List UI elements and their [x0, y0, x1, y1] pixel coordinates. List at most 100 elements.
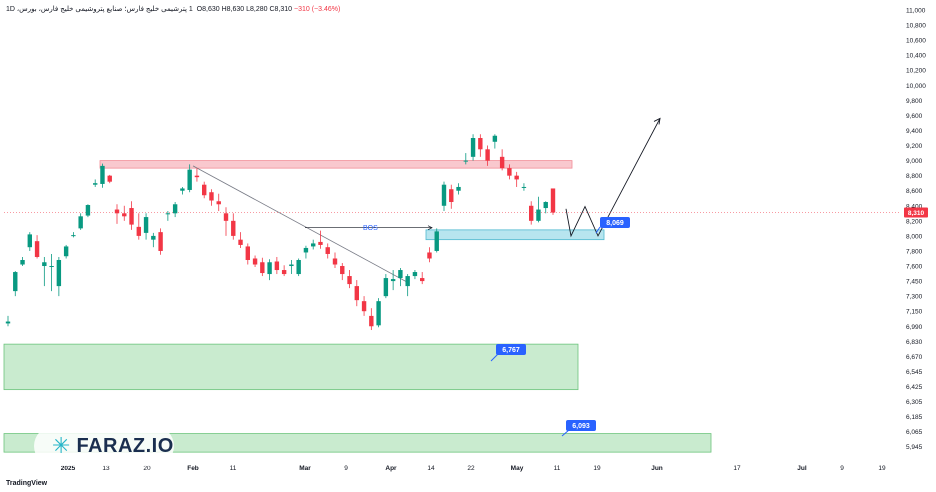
time-tick-label: 11	[554, 465, 561, 472]
support-1-zone	[3, 343, 579, 391]
price-tick-label: 6,425	[906, 384, 923, 391]
price-tick-label: 8,800	[906, 173, 923, 180]
asterisk-icon: ✳	[52, 433, 71, 458]
candle-body	[267, 262, 272, 275]
level-6767-label: 6,767	[502, 347, 520, 354]
candle-body	[456, 186, 461, 191]
time-tick-label: May	[511, 465, 524, 472]
candle-body	[449, 189, 454, 203]
candle-body	[158, 232, 163, 251]
price-tick-label: 7,150	[906, 309, 923, 316]
candle-body	[187, 169, 192, 190]
candle-body	[13, 272, 18, 292]
candle-body	[325, 247, 330, 254]
symbol-title: 1 پترشیمی خلیج فارس؛ صنایع پتروشیمی خلیج…	[6, 6, 193, 13]
level-6767-label-bg	[496, 344, 526, 355]
time-tick-label: 20	[143, 465, 151, 472]
price-tick-label: 10,200	[906, 68, 926, 75]
candle-body	[332, 258, 338, 265]
candle-body	[296, 259, 301, 275]
bos-arrow-icon	[427, 225, 433, 231]
price-axis: 11,000 10,800 10,600 10,400 10,200 10,000 9,80…	[906, 8, 926, 452]
candle-body	[507, 168, 512, 176]
candle-body	[521, 186, 527, 188]
price-tick-label: 6,545	[906, 369, 923, 376]
price-tick-label: 5,945	[906, 444, 923, 451]
candle-body	[27, 234, 32, 248]
candle-body	[114, 209, 120, 214]
price-tick-label: 9,800	[906, 98, 923, 105]
price-tick-label: 7,600	[906, 264, 923, 271]
time-tick-label: 2025	[61, 465, 76, 472]
low-value: L8,280	[246, 6, 268, 13]
price-tick-label: 8,600	[906, 188, 923, 195]
candle-body	[194, 175, 200, 178]
price-tick-label: 7,300	[906, 294, 923, 301]
candle-body	[427, 252, 432, 259]
last-price-tag: 8,310	[908, 210, 925, 217]
candle-body	[223, 213, 229, 221]
candle-body	[107, 175, 112, 182]
price-tick-label: 10,800	[906, 23, 926, 30]
price-tick-label: 10,400	[906, 53, 926, 60]
candle-body	[420, 278, 425, 282]
price-tick-label: 10,000	[906, 83, 926, 90]
candle-body	[376, 301, 381, 326]
candle-body	[71, 235, 76, 237]
candle-body	[172, 204, 178, 214]
candle-body	[136, 226, 141, 236]
time-axis: 2025 13 20 Feb 11 Mar 9 Apr 14 22 May 11 19 Jun 17 Jul 9…	[61, 465, 886, 472]
price-tick-label: 6,185	[906, 414, 923, 421]
candle-body	[34, 241, 40, 257]
label-pointer	[595, 226, 601, 234]
projection-path	[565, 118, 661, 238]
candle-body	[209, 192, 214, 201]
candle-body	[347, 276, 352, 285]
candle-body	[281, 270, 287, 275]
candle-body	[383, 278, 389, 297]
candle-body	[303, 247, 309, 253]
time-tick-label: 17	[733, 465, 741, 472]
time-tick-label: 13	[102, 465, 110, 472]
time-tick-label: Feb	[187, 465, 199, 472]
candle-body	[514, 175, 519, 180]
high-value: H8,630	[221, 6, 245, 13]
bos-label: BOS	[363, 225, 378, 232]
candle-body	[202, 184, 207, 196]
annotation-labels: BOS 8,069 6,767 6,093 8,310	[363, 207, 928, 437]
candle-body	[78, 216, 83, 229]
time-tick-label: Jul	[797, 465, 807, 472]
time-tick-label: 19	[878, 465, 886, 472]
open-value: O8,630	[196, 6, 220, 13]
time-tick-label: 19	[593, 465, 601, 472]
time-tick-label: 9	[840, 465, 844, 472]
candle-body	[434, 231, 439, 251]
candle-body	[49, 266, 54, 268]
candle-body	[499, 156, 505, 169]
label-pointer	[561, 429, 570, 437]
candle-body	[100, 165, 105, 184]
price-tick-label: 9,000	[906, 158, 923, 165]
candle-body	[85, 205, 91, 216]
candle-body	[441, 184, 447, 206]
candle-body	[165, 213, 171, 215]
time-tick-label: Mar	[299, 465, 311, 472]
candles	[5, 134, 556, 331]
candle-body	[245, 246, 250, 260]
level-6093-label-bg	[566, 420, 596, 431]
candle-body	[492, 135, 498, 142]
price-tick-label: 9,600	[906, 113, 923, 120]
price-tick-label: 6,670	[906, 354, 923, 361]
price-tick-label: 11,000	[906, 8, 926, 15]
candle-body	[93, 183, 98, 185]
price-tick-label: 9,400	[906, 128, 923, 135]
candle-body	[151, 235, 156, 240]
supply-zone	[99, 160, 573, 169]
candle-body	[274, 261, 280, 271]
candle-body	[369, 315, 374, 327]
price-tick-label: 6,065	[906, 429, 923, 436]
candle-body	[536, 209, 541, 221]
candle-body	[180, 188, 185, 191]
time-tick-label: 11	[230, 465, 237, 472]
